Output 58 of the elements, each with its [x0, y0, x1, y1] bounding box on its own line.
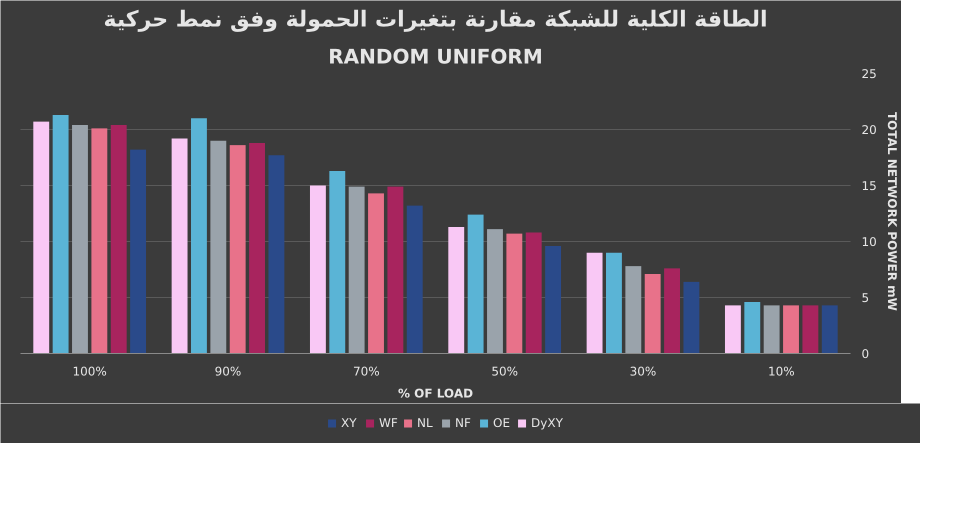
- legend-label: XY: [341, 416, 358, 430]
- legend-label: OE: [493, 416, 512, 430]
- y-tick-label: 0: [862, 347, 870, 361]
- y-tick-label: 20: [862, 123, 877, 137]
- bar: [526, 232, 542, 354]
- y-axis-title: TOTAL NETWORK POWER mW: [884, 112, 899, 311]
- x-axis-title: % OF LOAD: [398, 386, 474, 400]
- bar: [91, 128, 108, 354]
- y-tick-label: 25: [862, 67, 877, 81]
- x-tick-label: 50%: [491, 364, 518, 378]
- bar: [606, 252, 622, 354]
- bar: [110, 125, 127, 354]
- bar: [249, 142, 265, 354]
- y-tick-label: 10: [862, 235, 877, 249]
- bar: [33, 122, 50, 354]
- bar: [802, 305, 818, 354]
- bar: [406, 206, 423, 354]
- legend-label: NF: [455, 416, 472, 430]
- bar: [744, 302, 760, 354]
- bar: [210, 140, 226, 354]
- bar: [764, 305, 780, 354]
- bar: [664, 268, 680, 354]
- bar: [783, 305, 799, 354]
- bar: [191, 118, 207, 354]
- x-tick-label: 10%: [768, 364, 795, 378]
- chart-subtitle: RANDOM UNIFORM: [328, 44, 543, 68]
- legend-label: WF: [379, 416, 399, 430]
- bar: [683, 282, 700, 354]
- bar: [172, 138, 188, 354]
- bar: [268, 155, 284, 354]
- bar: [130, 150, 146, 354]
- chart-title: الطاقة الكلية للشبكة مقارنة بتغيرات الحمولة وفق نمط حركية: [103, 8, 768, 32]
- bar: [72, 125, 88, 354]
- bar: [329, 170, 346, 354]
- x-tick-label: 30%: [630, 364, 656, 378]
- x-tick-label: 90%: [214, 364, 242, 378]
- bar: [468, 214, 484, 354]
- legend-label: DyXY: [531, 416, 563, 430]
- bar: [644, 274, 661, 354]
- bar: [348, 186, 365, 354]
- x-tick-label: 100%: [72, 364, 107, 378]
- bar: [52, 114, 69, 354]
- bar: [545, 246, 562, 354]
- bar: [310, 186, 326, 354]
- x-tick-label: 70%: [352, 364, 380, 378]
- y-tick-label: 5: [862, 291, 870, 305]
- bar: [487, 229, 503, 354]
- bar: [822, 305, 838, 354]
- bar: [230, 145, 246, 354]
- bar: [625, 266, 642, 354]
- bar: [586, 252, 603, 354]
- y-tick-label: 15: [862, 179, 877, 193]
- legend-label: NL: [417, 416, 434, 430]
- bar: [724, 305, 741, 354]
- bar: [387, 186, 404, 354]
- bar: [368, 193, 384, 354]
- bar: [506, 234, 522, 354]
- bar: [448, 226, 464, 354]
